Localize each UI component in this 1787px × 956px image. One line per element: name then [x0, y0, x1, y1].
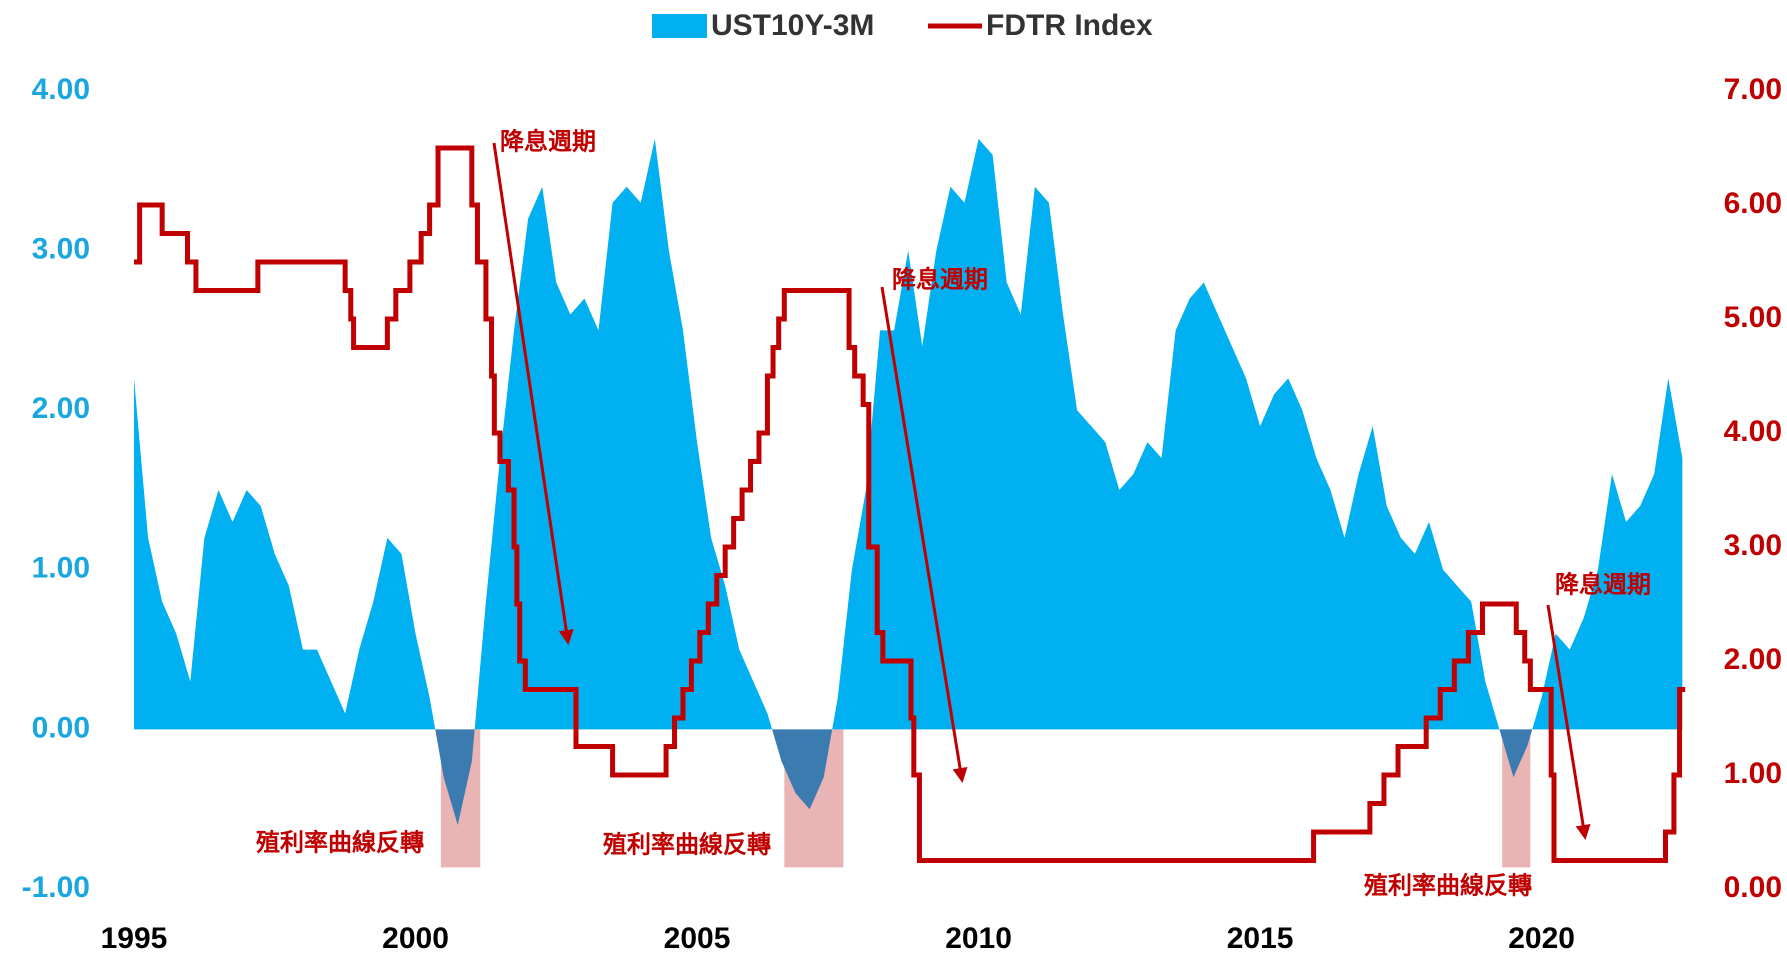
y2-tick-label: 0.00 [1724, 871, 1782, 904]
y-tick-label: 3.00 [32, 233, 90, 266]
annotation: 降息週期 [892, 265, 988, 293]
y2-tick-label: 1.00 [1724, 757, 1782, 790]
x-tick-label: 2005 [664, 922, 731, 955]
spread-area [134, 138, 1683, 826]
annotation: 殖利率曲線反轉 [603, 830, 771, 858]
y2-tick-label: 2.00 [1724, 643, 1782, 676]
annotation: 降息週期 [500, 127, 596, 155]
annotation: 降息週期 [1555, 570, 1651, 598]
x-tick-label: 2000 [382, 922, 449, 955]
fed-funds-line [134, 145, 1686, 863]
legend-label: FDTR Index [986, 9, 1153, 42]
y2-tick-label: 3.00 [1724, 529, 1782, 562]
x-tick-label: 1995 [101, 922, 168, 955]
y-tick-label: 1.00 [32, 552, 90, 585]
annotation-arrow [880, 286, 968, 783]
annotation-arrow [1546, 604, 1591, 840]
y-tick-label: 4.00 [32, 73, 90, 106]
x-tick-label: 2010 [945, 922, 1012, 955]
y-tick-label: -1.00 [22, 871, 90, 904]
annotation-arrow [492, 142, 574, 645]
annotation: 殖利率曲線反轉 [256, 828, 424, 856]
legend-swatch [652, 14, 707, 38]
y2-tick-label: 5.00 [1724, 301, 1782, 334]
y-tick-label: 2.00 [32, 392, 90, 425]
y2-tick-label: 7.00 [1724, 73, 1782, 106]
x-tick-label: 2015 [1227, 922, 1294, 955]
x-tick-label: 2020 [1508, 922, 1575, 955]
y2-tick-label: 6.00 [1724, 187, 1782, 220]
legend-label: UST10Y-3M [711, 9, 874, 42]
annotation: 殖利率曲線反轉 [1364, 871, 1532, 899]
y2-tick-label: 4.00 [1724, 415, 1782, 448]
y-tick-label: 0.00 [32, 711, 90, 744]
